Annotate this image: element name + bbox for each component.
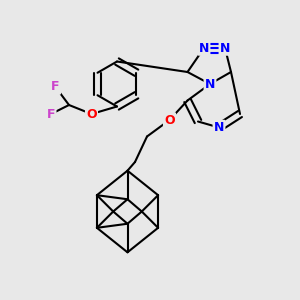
Text: O: O [164,113,175,127]
Text: N: N [214,121,224,134]
Text: N: N [199,41,209,55]
Text: F: F [51,80,60,94]
Text: N: N [220,41,230,55]
Text: F: F [47,107,55,121]
Text: O: O [86,107,97,121]
Text: N: N [205,77,215,91]
